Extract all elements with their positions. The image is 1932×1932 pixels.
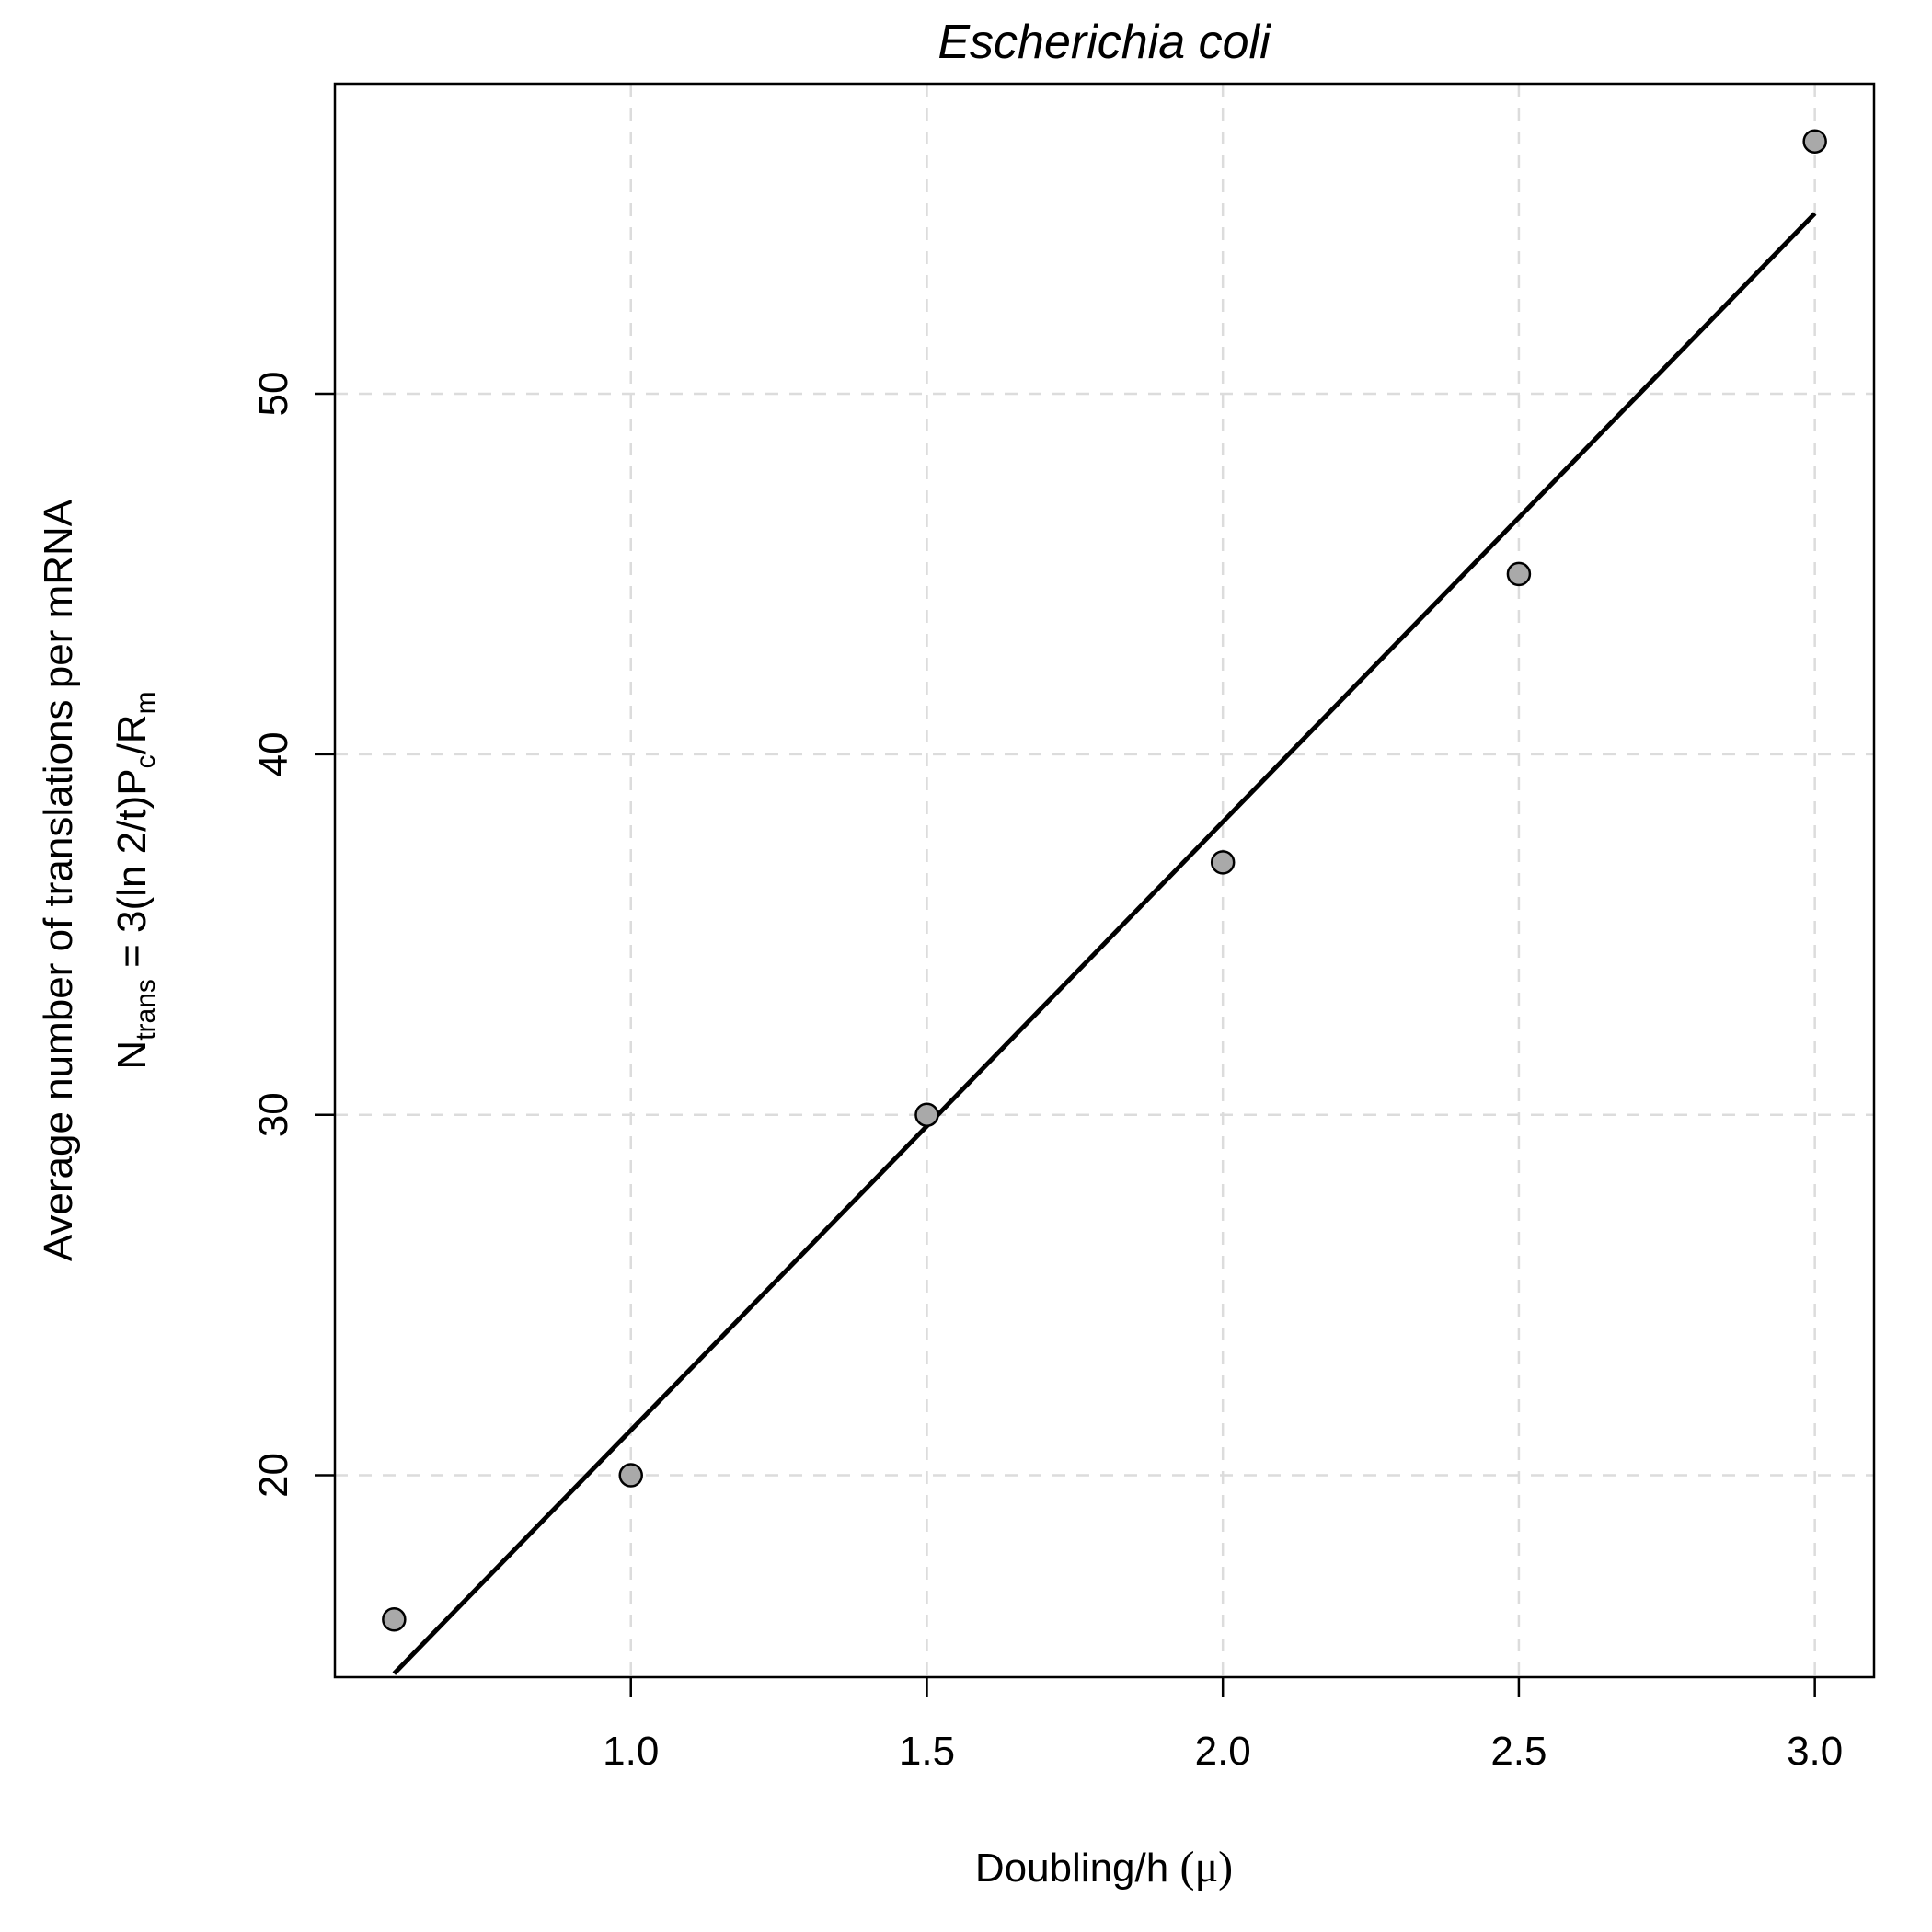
y-axis-label-line2: Ntrans = 3(ln 2/t)Pc/Rm [109,691,161,1069]
plot-frame [333,82,1876,1679]
x-tick-label-2: 2.0 [1195,1729,1251,1774]
points-layer [382,129,1827,1632]
x-tick-label-4: 3.0 [1787,1729,1843,1774]
x-tick-label-0: 1.0 [603,1729,659,1774]
y-axis: 20 30 40 50 [251,372,335,1498]
x-axis-label: Doubling/h (μ) [975,1843,1233,1892]
y-axis-label-line1: Average number of translations per mRNA [36,499,81,1261]
chart-title: Escherichia coli [937,16,1271,69]
x-tick-label-3: 2.5 [1490,1729,1547,1774]
data-point-3 [1210,850,1236,875]
y-label-r-sub: m [131,691,161,714]
y-tick-label-0: 20 [251,1453,296,1498]
x-axis: 1.0 1.5 2.0 2.5 3.0 [603,1677,1843,1774]
data-point-0 [382,1607,407,1632]
x-tick-label-1: 1.5 [899,1729,955,1774]
y-label-slash-r: /R [109,714,155,754]
data-point-1 [618,1463,643,1488]
grid-layer [335,84,1874,1677]
y-tick-label-3: 50 [251,372,296,417]
fit-layer [392,212,1817,1675]
y-tick-label-2: 40 [251,731,296,776]
y-label-formula: = 3(ln 2/t)P [109,768,155,979]
x-axis-label-symbol: (μ) [1179,1843,1233,1892]
data-point-5 [1802,129,1827,154]
x-axis-label-text: Doubling/h [975,1846,1168,1891]
data-point-4 [1506,561,1532,587]
y-tick-label-1: 30 [251,1092,296,1137]
y-label-n: N [109,1041,155,1070]
y-label-p-sub: c [131,754,161,768]
y-label-n-sub: trans [131,979,161,1041]
data-point-2 [914,1102,939,1127]
fit-line [392,212,1817,1675]
